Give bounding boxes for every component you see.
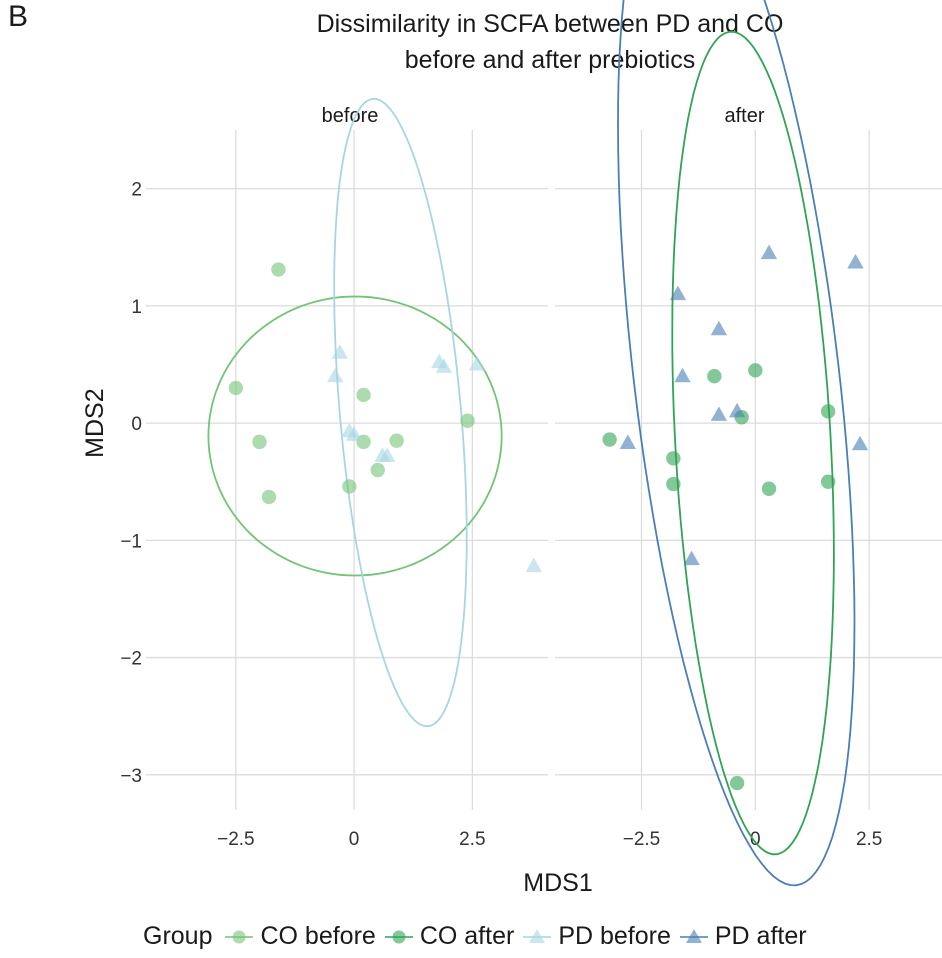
x-axis-label: MDS1: [523, 869, 592, 897]
legend-label: CO before: [260, 922, 376, 950]
point-pd-after: [710, 406, 728, 421]
facet-label: after: [724, 105, 764, 127]
point-pd-after: [674, 367, 691, 383]
legend-label: PD before: [558, 922, 671, 950]
legend-item-pd-before: PD before: [522, 922, 671, 951]
point-co-after: [666, 476, 681, 492]
point-co-before: [460, 413, 475, 428]
point-co-after: [761, 481, 777, 496]
point-pd-after: [683, 550, 700, 566]
point-pd-after: [710, 320, 728, 336]
point-pd-after: [669, 285, 687, 301]
point-co-before: [252, 434, 267, 450]
legend-item-pd-after: PD after: [679, 922, 807, 951]
point-co-after: [602, 432, 617, 447]
point-co-after: [820, 474, 836, 489]
x-tick-label: 0: [750, 829, 761, 850]
point-pd-before: [468, 355, 486, 371]
y-tick-label: 2: [131, 180, 142, 201]
y-tick-label: 0: [131, 414, 142, 435]
ellipse-pd-after: [617, 0, 856, 887]
scatter-chart: before after −2.5 0 2.5 −2.5 0 2.5 −3 −2 −1 0 1 2 MDS1…: [81, 0, 942, 897]
y-axis-label: MDS2: [81, 388, 109, 457]
chart-title: Dissimilarity in SCFA between PD and CO: [316, 10, 784, 38]
legend-label: PD after: [714, 922, 807, 950]
x-tick-label: 2.5: [856, 829, 882, 850]
point-co-after: [707, 369, 722, 384]
point-co-before: [228, 380, 244, 396]
point-pd-before: [379, 447, 396, 462]
point-pd-before: [331, 344, 349, 359]
point-co-before: [389, 433, 404, 448]
panel-label: B: [8, 0, 29, 33]
point-pd-after: [847, 253, 864, 269]
point-co-after: [820, 404, 836, 419]
x-tick-label: −2.5: [623, 829, 661, 850]
point-co-before: [261, 489, 277, 505]
y-tick-label: −1: [120, 531, 142, 552]
x-tick-label: 2.5: [459, 829, 485, 850]
point-pd-before: [326, 367, 344, 383]
point-pd-before: [525, 557, 543, 573]
legend-item-co-after: CO after: [384, 922, 514, 951]
point-co-before: [370, 462, 385, 478]
ellipse-co-after: [671, 30, 835, 856]
legend-key-pd-before: [523, 928, 552, 943]
legend-key-co-after: [384, 930, 413, 943]
legend-label: CO after: [419, 922, 515, 950]
legend-item-co-before: CO before: [224, 922, 376, 951]
ellipse-co-before: [207, 295, 503, 577]
chart-subtitle: before and after prebiotics: [404, 46, 696, 74]
y-tick-label: 1: [131, 297, 142, 318]
legend: Group CO before CO after PD before PD af…: [143, 922, 815, 951]
y-tick-label: −2: [120, 649, 142, 670]
point-pd-after: [760, 244, 778, 260]
point-co-before: [356, 387, 371, 403]
point-pd-after: [728, 402, 746, 418]
x-tick-label: 0: [349, 829, 360, 850]
point-pd-after: [851, 435, 869, 451]
ellipse-pd-before: [333, 97, 468, 728]
point-pd-after: [619, 434, 637, 450]
legend-key-pd-after: [679, 928, 708, 943]
point-co-before: [342, 479, 357, 494]
point-co-after: [729, 775, 745, 791]
x-tick-label: −2.5: [217, 829, 255, 850]
y-tick-label: −3: [120, 766, 142, 787]
legend-title: Group: [143, 922, 213, 950]
point-co-after: [666, 451, 681, 466]
facet-label: before: [322, 105, 379, 127]
legend-key-co-before: [225, 930, 254, 943]
point-pd-before: [435, 358, 453, 373]
point-co-after: [748, 363, 763, 378]
point-co-before: [271, 262, 286, 277]
point-pd-before: [345, 426, 363, 441]
